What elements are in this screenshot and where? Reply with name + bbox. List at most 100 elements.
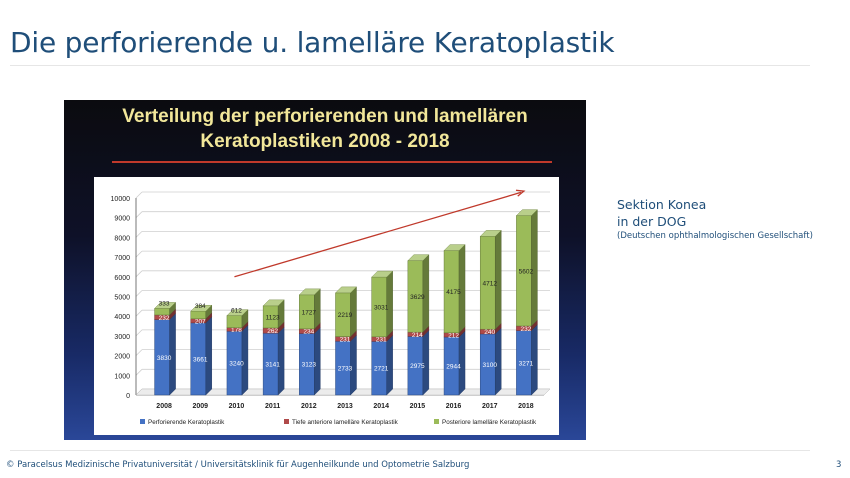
data-label: 3240 (229, 361, 244, 368)
y-tick-label: 6000 (114, 275, 130, 282)
data-label: 4175 (446, 289, 461, 296)
bar-segment-top (226, 309, 249, 316)
chart-panel: 0 1000 2000 3000 4000 5000 6000 7000 8000 9000 100… (94, 177, 559, 435)
legend-swatch (284, 419, 289, 424)
bar-segment-top (371, 270, 394, 278)
data-label: 2733 (338, 366, 353, 373)
side-note-line-1: Sektion Konea (617, 197, 707, 212)
data-label: 3629 (410, 294, 425, 301)
y-tick-label: 0 (126, 393, 130, 400)
bar-segment (190, 310, 207, 320)
data-label: 231 (376, 337, 387, 344)
y-tick-label: 5000 (114, 295, 130, 302)
data-label: 1123 (266, 314, 280, 321)
data-label: 212 (448, 332, 459, 339)
data-label: 2975 (410, 363, 425, 370)
data-label: 232 (159, 315, 170, 322)
bar-segment-top (298, 288, 321, 296)
legend-swatch (434, 419, 439, 424)
x-tick-label: 2011 (265, 403, 280, 410)
legend-label: Tiefe anteriore lamelläre Keratoplastik (292, 419, 399, 426)
page-number: 3 (836, 460, 842, 470)
bar-segment-top (443, 244, 466, 251)
bar-segment-top (479, 230, 502, 237)
data-label: 3123 (302, 362, 317, 369)
x-tick-label: 2009 (192, 403, 208, 410)
data-label: 232 (520, 326, 531, 333)
stacked-bar-chart: 0 1000 2000 3000 4000 5000 6000 7000 8000 9000 100… (111, 189, 551, 426)
bar-segment-top (154, 302, 177, 309)
x-tick-label: 2018 (518, 403, 534, 410)
data-label: 2219 (338, 312, 353, 319)
side-note: Sektion Konea in der DOG (Deutschen opht… (617, 196, 813, 242)
gridline-depth (135, 290, 143, 297)
data-label: 3830 (157, 355, 172, 362)
data-label: 3100 (482, 362, 497, 369)
slide-title: Die perforierende u. lamelläre Keratopla… (10, 26, 615, 59)
data-label: 214 (412, 332, 423, 339)
y-tick-label: 2000 (114, 354, 130, 361)
gridline-depth (135, 349, 143, 356)
data-label: 240 (484, 329, 495, 336)
x-tick-label: 2013 (337, 403, 353, 410)
chart-title-underline (112, 161, 552, 163)
gridline-depth (135, 250, 143, 258)
data-label: 384 (195, 303, 206, 310)
data-label: 612 (231, 308, 242, 315)
data-label: 3271 (519, 360, 534, 367)
footer-divider (10, 450, 810, 451)
gridline-depth (135, 270, 143, 278)
gridline-depth (135, 191, 143, 199)
bar-segment (154, 308, 170, 316)
data-label: 3141 (265, 362, 280, 369)
data-label: 2721 (374, 366, 389, 373)
y-tick-label: 1000 (114, 373, 130, 380)
x-tick-label: 2016 (446, 403, 462, 410)
data-label: 234 (303, 329, 314, 336)
gridline-depth (135, 329, 143, 337)
data-label: 262 (267, 328, 278, 335)
gridline-depth (135, 211, 143, 218)
legend-swatch (140, 419, 145, 424)
y-tick-label: 10000 (111, 196, 131, 203)
x-tick-label: 2008 (156, 403, 172, 410)
bar-segment (226, 315, 243, 328)
y-tick-label: 9000 (114, 216, 130, 223)
bar-segment-top (515, 209, 538, 216)
footer-text: © Paracelsus Medizinische Privatuniversi… (6, 460, 470, 470)
data-label: 4712 (482, 280, 497, 287)
gridline-depth (135, 369, 143, 376)
data-label: 231 (340, 336, 351, 343)
trend-arrow-head (515, 189, 526, 197)
data-label: 333 (159, 300, 170, 307)
y-tick-label: 8000 (114, 235, 130, 242)
bar-segment-top (262, 299, 285, 307)
chart-figure: Verteilung der perforierenden und lamell… (64, 100, 586, 440)
chart-title-line-2: Keratoplastiken 2008 - 2018 (200, 131, 450, 152)
x-tick-label: 2017 (482, 403, 498, 410)
chart-title-line-1: Verteilung der perforierenden und lamell… (122, 106, 528, 127)
trend-arrow (234, 191, 522, 278)
x-tick-label: 2012 (301, 403, 317, 410)
y-tick-label: 7000 (114, 255, 130, 262)
data-label: 2944 (446, 364, 461, 371)
gridline-depth (135, 231, 143, 238)
data-label: 1727 (302, 309, 317, 316)
x-tick-label: 2010 (229, 403, 245, 410)
data-label: 5602 (519, 268, 534, 275)
y-tick-label: 4000 (114, 314, 130, 321)
data-label: 3661 (193, 356, 208, 363)
legend-label: Posteriore lamelläre Keratoplastik (442, 419, 537, 426)
data-label: 178 (231, 327, 242, 334)
side-note-line-2: in der DOG (617, 214, 687, 229)
x-tick-label: 2015 (410, 403, 426, 410)
bar-segment-top (190, 305, 213, 312)
bar-segment-top (335, 286, 357, 294)
title-divider (10, 65, 810, 66)
bar-segment-top (407, 254, 430, 261)
data-label: 3031 (374, 304, 389, 311)
data-label: 207 (195, 318, 206, 325)
x-tick-label: 2014 (373, 403, 389, 410)
legend-label: Perforierende Keratoplastik (148, 419, 225, 426)
y-tick-label: 3000 (114, 334, 130, 341)
